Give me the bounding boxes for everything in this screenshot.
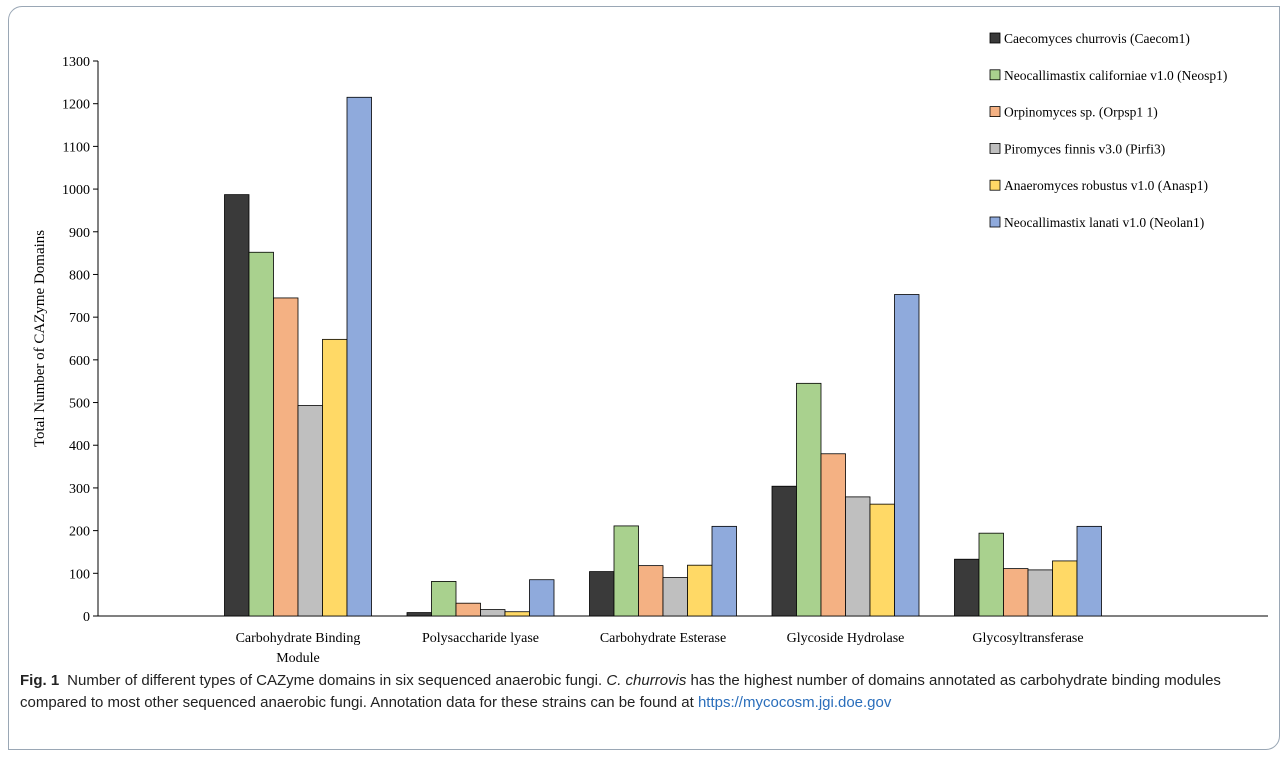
- bar: [687, 564, 713, 617]
- legend-label: Orpinomyces sp. (Orpsp1 1): [1004, 105, 1158, 120]
- bar: [954, 558, 980, 617]
- y-axis-title: Total Number of CAZyme Domains: [32, 230, 48, 447]
- bar: [1076, 525, 1102, 617]
- bar: [1052, 560, 1078, 617]
- y-tick-label: 1200: [62, 98, 90, 113]
- figure-caption: Fig. 1 Number of different types of CAZym…: [20, 670, 1270, 714]
- x-tick-label: Glycoside Hydrolase: [787, 631, 905, 646]
- caption-link[interactable]: https://mycocosm.jgi.doe.gov: [697, 694, 892, 711]
- bar: [248, 251, 274, 617]
- caption-text-1: Number of different types of CAZyme doma…: [67, 672, 607, 689]
- bar: [431, 581, 457, 617]
- legend-swatch: [989, 142, 1001, 154]
- y-tick-label: 1100: [63, 140, 90, 155]
- bar: [711, 525, 737, 617]
- x-tick-label: Carbohydrate Esterase: [600, 631, 726, 646]
- bar: [589, 571, 615, 617]
- legend-swatch: [989, 69, 1001, 81]
- bar: [796, 382, 822, 617]
- bar: [894, 294, 920, 617]
- y-tick-label: 0: [83, 610, 90, 625]
- x-tick-label: Module: [276, 651, 320, 665]
- y-tick-label: 500: [69, 397, 90, 412]
- y-tick-label: 1000: [62, 183, 90, 198]
- legend-label: Caecomyces churrovis (Caecom1): [1004, 31, 1190, 46]
- x-tick-label: Polysaccharide lyase: [422, 631, 539, 646]
- bar: [273, 297, 299, 617]
- bar: [504, 611, 530, 617]
- x-tick-label: Carbohydrate Binding: [236, 631, 361, 646]
- y-tick-label: 900: [69, 226, 90, 241]
- bar: [406, 612, 432, 617]
- y-tick-label: 600: [69, 354, 90, 369]
- bar: [771, 485, 797, 617]
- legend-swatch: [989, 216, 1001, 228]
- y-tick-label: 200: [69, 525, 90, 540]
- y-tick-label: 800: [69, 268, 90, 283]
- bar: [638, 565, 664, 617]
- bar: [529, 579, 555, 617]
- bar: [869, 503, 895, 617]
- legend-label: Anaeromyces robustus v1.0 (Anasp1): [1004, 178, 1208, 193]
- figure-frame: [8, 6, 1280, 750]
- y-tick-label: 400: [69, 439, 90, 454]
- bar: [978, 532, 1004, 617]
- bar: [820, 453, 846, 617]
- bar: [455, 602, 481, 617]
- x-tick-label: Glycosyltransferase: [972, 631, 1083, 646]
- y-tick-label: 300: [69, 482, 90, 497]
- bar-chart: 0 100 200 300 400 500 600 700 800 900 1000 1100 1200…: [32, 31, 1268, 665]
- bar: [480, 609, 506, 617]
- y-tick-label: 100: [69, 567, 90, 582]
- caption-species: C. churrovis: [606, 672, 687, 689]
- y-tick-label: 700: [69, 311, 90, 326]
- bar: [346, 96, 372, 617]
- bar: [1027, 569, 1053, 617]
- y-tick-label: 1300: [62, 55, 90, 70]
- legend-label: Piromyces finnis v3.0 (Pirfi3): [1004, 141, 1165, 156]
- bar: [662, 577, 688, 617]
- bar: [297, 405, 323, 617]
- bar: [845, 496, 871, 617]
- figure-number: Fig. 1: [20, 672, 60, 689]
- legend-swatch: [989, 32, 1001, 44]
- caption-text-2: has the highest number of domains annota…: [20, 672, 1221, 711]
- legend-swatch: [989, 106, 1001, 117]
- bar: [613, 525, 639, 617]
- bar: [224, 194, 250, 617]
- bar: [1003, 568, 1029, 617]
- legend-swatch: [989, 179, 1001, 191]
- bar: [322, 338, 348, 617]
- legend-label: Neocallimastix lanati v1.0 (Neolan1): [1004, 215, 1204, 230]
- legend-label: Neocallimastix californiae v1.0 (Neosp1): [1004, 68, 1227, 83]
